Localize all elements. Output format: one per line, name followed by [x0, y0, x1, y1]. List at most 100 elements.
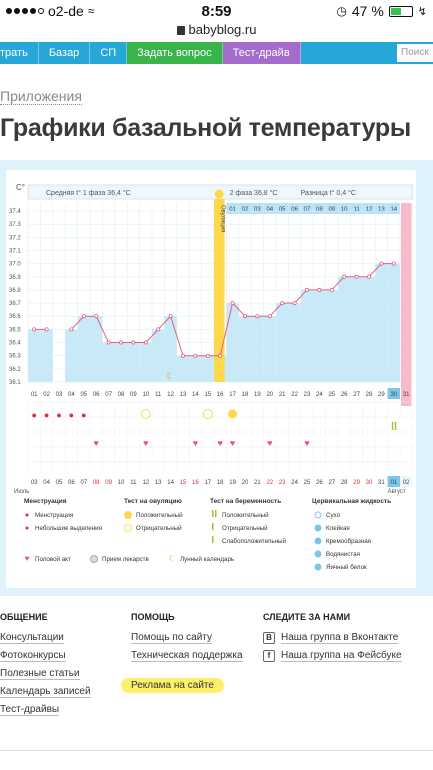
vk-link-label[interactable]: Наша группа в Вконтакте	[281, 632, 399, 644]
temp-area-column	[40, 329, 53, 382]
y-tick-label: 37.1	[9, 248, 21, 254]
calendar-day-label: 10	[118, 480, 125, 486]
legend-title: Цервикальная жидкость	[312, 498, 391, 505]
nav-item-ask-question[interactable]: Задать вопрос	[127, 42, 223, 64]
calendar-highlight	[400, 476, 413, 487]
calendar-day-label: 14	[167, 480, 174, 486]
y-tick-label: 36.4	[9, 341, 21, 347]
heart-icon: ♥	[230, 438, 235, 448]
legend-item: Яичный белок	[326, 564, 367, 571]
footer-link[interactable]: Техническая поддержка	[131, 650, 243, 662]
diff-label: Разница t° 0,4 °С	[301, 189, 356, 197]
temp-area-column	[139, 342, 152, 382]
temperature-point	[94, 314, 99, 319]
phase2-day-label: 10	[341, 207, 348, 213]
heart-icon: ♥	[143, 438, 148, 448]
ios-status-bar: o2-de ≈ 8:59 ◷ 47 % ↯	[0, 0, 433, 22]
footer-link[interactable]: Помощь по сайту	[131, 632, 212, 644]
cycle-day-label: 14	[192, 392, 199, 398]
legend-item: Сухо	[326, 512, 341, 519]
y-tick-label: 36.3	[9, 354, 21, 360]
heart-icon: ♥	[267, 438, 272, 448]
footer-link[interactable]: Календарь записей	[0, 686, 91, 698]
calendar-day-label: 03	[31, 480, 38, 486]
facebook-link-label[interactable]: Наша группа на Фейсбуке	[281, 650, 402, 662]
temp-area-column	[226, 303, 239, 382]
alarm-icon: ◷	[336, 4, 347, 18]
vk-link[interactable]: В Наша группа в Вконтакте	[263, 632, 402, 644]
calendar-day-label: 21	[254, 480, 261, 486]
temp-area-column	[77, 316, 90, 382]
temp-area-column	[28, 329, 41, 382]
nav-item-bazar[interactable]: Базар	[39, 42, 91, 64]
footer-link[interactable]: Фотоконкурсы	[0, 650, 66, 662]
temperature-point	[205, 353, 210, 358]
temperature-point	[81, 314, 86, 319]
temp-area-column	[313, 289, 326, 382]
temperature-point	[292, 301, 297, 306]
calendar-day-label: 12	[142, 480, 149, 486]
footer-col-title: ОБЩЕНИЕ	[0, 612, 48, 622]
facebook-icon: f	[263, 650, 275, 662]
cycle-day-label: 12	[167, 392, 174, 398]
temperature-point	[193, 353, 198, 358]
calendar-day-label: 05	[56, 480, 63, 486]
legend-moon-icon: ☾	[168, 554, 175, 563]
phase2-day-label: 14	[390, 207, 397, 213]
temp-area-column	[102, 342, 115, 382]
charging-icon: ↯	[417, 5, 427, 18]
legend-item: Слабоположительный	[222, 538, 287, 545]
url-bar[interactable]: babyblog.ru	[0, 22, 433, 42]
bbt-chart: C° Средняя t° 1 фаза 36,4 °С 2 фаза 36,8 °…	[6, 170, 416, 588]
cycle-day-label: 10	[142, 392, 149, 398]
heart-icon: ♥	[304, 438, 309, 448]
legend-drop-icon: ●	[25, 512, 29, 519]
cycle-day-label: 29	[378, 392, 385, 398]
cycle-day-label: 23	[304, 392, 311, 398]
cycle-day-label: 02	[43, 392, 50, 398]
search-input[interactable]: Поиск	[397, 44, 433, 62]
footer-link-ads[interactable]: Реклама на сайте	[121, 678, 224, 693]
nav-item-sp[interactable]: СП	[90, 42, 128, 64]
temperature-point	[143, 340, 148, 345]
temp-area-column	[300, 289, 314, 382]
calendar-day-label: 11	[130, 480, 137, 486]
calendar-day-label: 09	[105, 480, 112, 486]
y-tick-label: 36.5	[9, 327, 21, 333]
legend-heart-icon: ♥	[25, 554, 30, 563]
temperature-point	[106, 340, 111, 345]
temperature-point	[44, 327, 49, 332]
temperature-point	[168, 314, 173, 319]
menstruation-drop-icon: ●	[81, 410, 86, 420]
calendar-day-label: 30	[366, 480, 373, 486]
today-highlight	[387, 388, 400, 399]
footer-divider	[0, 750, 433, 751]
phase2-day-label: 02	[242, 207, 249, 213]
clock: 8:59	[201, 3, 232, 20]
y-tick-label: 36.8	[9, 288, 21, 294]
nav-item-test-drive[interactable]: Тест-драйв	[222, 42, 301, 64]
footer-link[interactable]: Консультации	[0, 632, 64, 644]
top-navigation: трать Базар СП Задать вопрос Тест-драйв …	[0, 42, 433, 64]
temperature-point	[304, 287, 309, 292]
calendar-day-label: 18	[217, 480, 224, 486]
cycle-day-label: 01	[31, 392, 38, 398]
phase2-day-label: 16	[415, 207, 416, 213]
menstruation-drop-icon: ●	[56, 410, 61, 420]
temp-area-column	[276, 303, 289, 382]
legend-cervical-icon	[314, 550, 322, 558]
calendar-day-label: 04	[43, 480, 50, 486]
legend-item: Положительный	[136, 512, 183, 519]
breadcrumb[interactable]: Приложения	[0, 88, 82, 105]
cycle-day-label: 31	[403, 392, 410, 398]
facebook-link[interactable]: f Наша группа на Фейсбуке	[263, 650, 402, 662]
cycle-day-label: 28	[366, 392, 373, 398]
legend-item: Менструация	[35, 512, 73, 519]
legend-pregnancy-icon	[212, 523, 214, 530]
temp-area-column	[350, 276, 363, 382]
nav-item-trat[interactable]: трать	[0, 42, 39, 64]
footer-link[interactable]: Полезные статьи	[0, 668, 80, 680]
footer-link[interactable]: Тест-драйвы	[0, 704, 60, 716]
legend-pregnancy-icon	[212, 510, 214, 517]
breadcrumb-link[interactable]: Приложения	[0, 88, 82, 105]
